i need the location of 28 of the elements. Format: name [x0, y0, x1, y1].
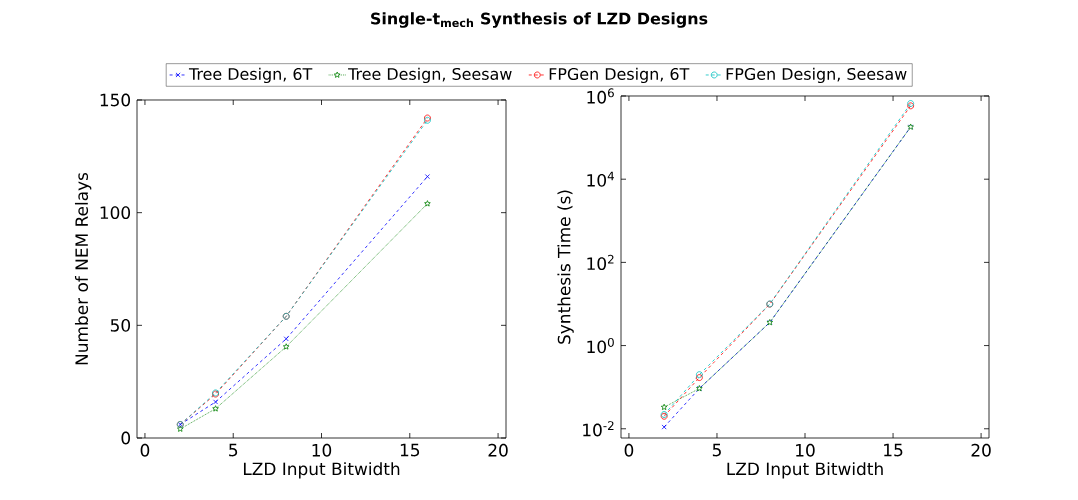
text: Single-t$_{mech}$ Synthesis of LZD Designs [371, 12, 708, 28]
y-tick-label: 10$^{2}$ [587, 254, 614, 271]
y-tick-label: 150 [100, 93, 131, 107]
x-tick-label: 5 [229, 443, 238, 457]
y-tick-label: 10$^{4}$ [587, 171, 614, 187]
legend-label: FPGen Design, 6T [549, 67, 690, 84]
x-tick-label: 20 [971, 443, 991, 457]
y-axis-title: Synthesis Time (s) [557, 190, 574, 344]
y-tick-label: 10$^{-2}$ [583, 421, 614, 437]
y-tick-label: 10$^{0}$ [587, 337, 614, 354]
x-tick-label: 0 [624, 443, 634, 457]
x-tick-label: 20 [488, 443, 508, 457]
x-axis-title: LZD Input Bitwidth [243, 462, 400, 479]
y-tick-label: 100 [100, 206, 131, 220]
x-tick-label: 10 [312, 443, 332, 457]
x-axis-title: LZD Input Bitwidth [727, 462, 883, 479]
x-tick-label: 15 [400, 443, 420, 457]
x-tick-label: 0 [140, 443, 150, 457]
legend-label: FPGen Design, Seesaw [726, 67, 907, 84]
y-tick-label: 10$^{6}$ [587, 88, 614, 104]
x-tick-label: 5 [712, 443, 721, 457]
legend-label: Tree Design, 6T [188, 67, 313, 84]
x-tick-label: 10 [796, 443, 815, 457]
y-tick-label: 0 [121, 431, 131, 445]
x-tick-label: 15 [884, 443, 903, 457]
legend-label: Tree Design, Seesaw [348, 67, 512, 84]
y-tick-label: 50 [110, 318, 131, 332]
y-axis-title: Number of NEM Relays [74, 172, 92, 365]
